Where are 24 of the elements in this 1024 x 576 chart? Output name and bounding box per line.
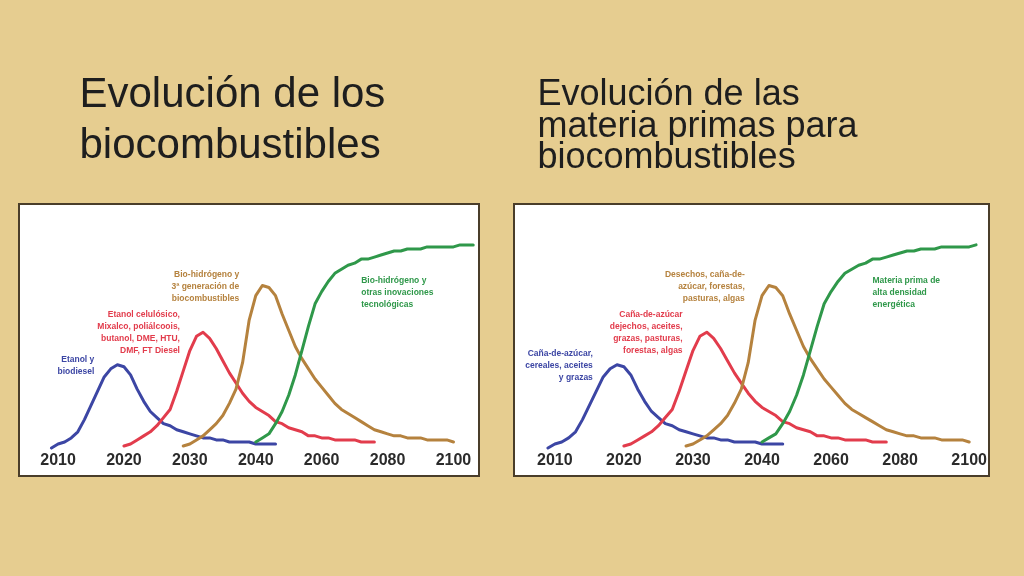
x-tick-label: 2060	[303, 450, 340, 468]
series-label: Bio-hidrógeno y otras inovaciones tecnológicas	[361, 275, 434, 310]
x-tick-label: 2010	[537, 450, 573, 468]
series-label: Materia prima de alta densidad energética	[872, 275, 941, 310]
series-label: Caña-de-azúcar dejechos, aceites, grazas, pasturas, forestas, algas	[609, 309, 684, 356]
x-tick-label: 2020	[606, 450, 642, 468]
x-tick-label: 2080	[369, 450, 406, 468]
x-tick-label: 2060	[813, 450, 849, 468]
x-tick-label: 2100	[435, 450, 472, 468]
series-label: Desechos, caña-de- azúcar, forestas, pasturas, algas	[664, 268, 746, 303]
x-tick-label: 2010	[40, 450, 76, 468]
x-tick-label: 2040	[744, 450, 780, 468]
series-label: Etanol y biodiesel	[57, 353, 95, 376]
x-tick-label: 2040	[237, 450, 274, 468]
x-tick-label: 2030	[172, 450, 208, 468]
chart-title: Evolución de los biocombustibles	[79, 68, 386, 168]
x-tick-label: 2100	[951, 450, 988, 468]
series-label: Bio-hidrógeno y 3ª generación de biocombustibles	[171, 268, 240, 303]
series-label: Etanol celulósico, Mixalco, poliálcoois, butanol, DME, HTU, DMF, FT Diesel	[97, 309, 180, 356]
chart-title: Evolución de las materia primas para biocombustibles	[537, 71, 859, 177]
series-label: Caña-de-azúcar, cereales, aceites y grazas	[525, 347, 594, 382]
x-tick-label: 2020	[106, 450, 142, 468]
x-tick-label: 2080	[882, 450, 919, 468]
x-tick-label: 2030	[675, 450, 711, 468]
